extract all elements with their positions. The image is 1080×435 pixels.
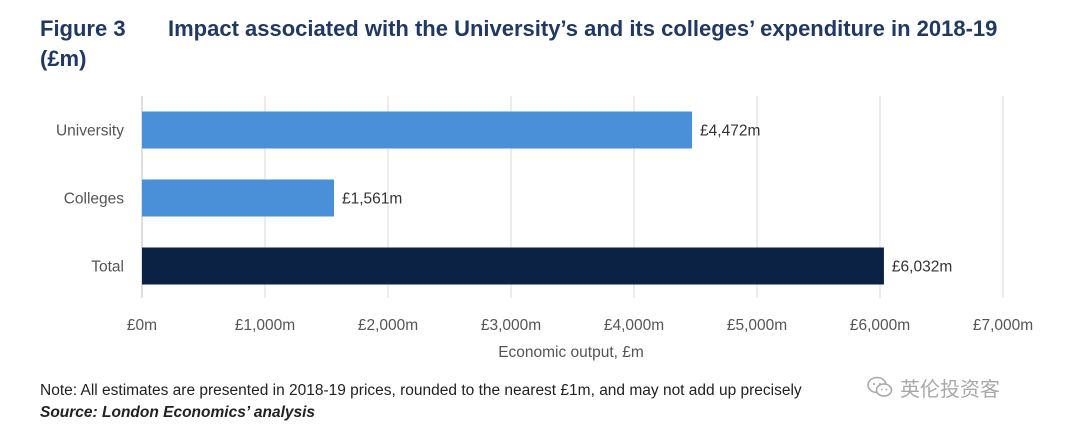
figure-number: Figure 3 xyxy=(40,16,126,41)
x-tick-label: £2,000m xyxy=(358,317,418,334)
data-label: £1,561m xyxy=(342,191,402,208)
x-tick-label: £4,000m xyxy=(604,317,664,334)
x-tick-label: £1,000m xyxy=(235,317,295,334)
figure-title: Impact associated with the University’s … xyxy=(168,16,998,41)
x-tick-label: £7,000m xyxy=(973,317,1033,334)
watermark-text: 英伦投资客 xyxy=(900,378,1000,401)
x-axis-label: Economic output, £m xyxy=(498,344,644,361)
x-tick-label: £5,000m xyxy=(727,317,787,334)
wechat-icon xyxy=(867,376,893,397)
x-tick-label: £6,000m xyxy=(850,317,910,334)
category-label: University xyxy=(56,123,124,140)
bar-colleges xyxy=(142,179,335,217)
data-label: £4,472m xyxy=(700,123,760,140)
figure-title-continuation: (£m) xyxy=(40,46,87,71)
x-tick-label: £3,000m xyxy=(481,317,541,334)
chart-note: Note: All estimates are presented in 201… xyxy=(40,382,802,399)
bar-chart: £0m £1,000m £2,000m £3,000m £4,000m £5,000m £6… xyxy=(56,96,1033,361)
figure-header: Figure 3 Impact associated with the Unive… xyxy=(40,14,1060,74)
chart-source: Source: London Economics’ analysis xyxy=(40,404,316,421)
x-tick-label: £0m xyxy=(127,317,157,334)
category-label: Total xyxy=(91,259,124,276)
category-label: Colleges xyxy=(64,191,125,208)
bar-university xyxy=(142,111,693,149)
data-label: £6,032m xyxy=(892,259,952,276)
watermark: 英伦投资客 xyxy=(866,372,1066,402)
bar-total xyxy=(142,247,884,285)
